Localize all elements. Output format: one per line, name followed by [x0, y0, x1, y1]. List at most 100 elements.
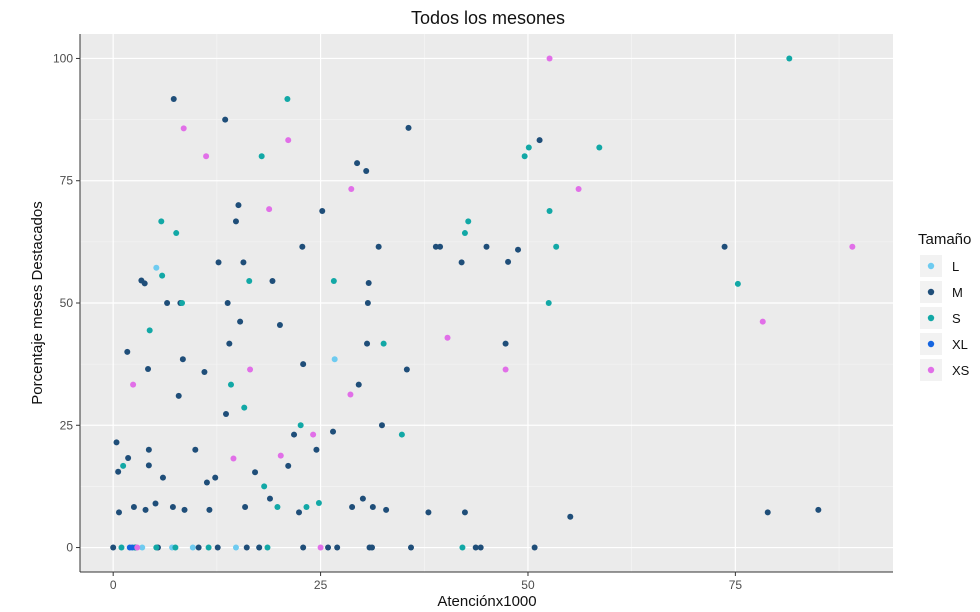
- point-m: [266, 495, 273, 502]
- point-s: [179, 300, 186, 306]
- point-m: [195, 544, 202, 551]
- point-m: [113, 439, 120, 446]
- point-m: [141, 280, 148, 287]
- point-m: [215, 259, 222, 266]
- point-s: [246, 277, 253, 284]
- point-s: [274, 503, 281, 510]
- point-s: [146, 327, 153, 334]
- point-xs: [347, 391, 354, 398]
- legend-marker-xl: [927, 340, 935, 348]
- point-s: [465, 218, 472, 225]
- point-s: [258, 153, 265, 160]
- point-l: [232, 544, 239, 551]
- y-tick-label: 75: [60, 174, 74, 188]
- point-m: [170, 96, 177, 103]
- point-s: [380, 340, 387, 347]
- point-m: [145, 446, 152, 453]
- y-axis-title: Porcentaje meses Destacados: [29, 201, 46, 404]
- point-s: [205, 544, 212, 551]
- point-xs: [849, 243, 856, 250]
- point-m: [334, 544, 341, 551]
- point-l: [139, 544, 146, 551]
- x-axis-ticks: 0 25 50 75: [110, 572, 743, 592]
- point-s: [227, 381, 234, 388]
- point-m: [515, 246, 522, 253]
- point-m: [214, 544, 221, 551]
- point-s: [461, 230, 468, 237]
- point-xs: [759, 318, 766, 325]
- point-m: [145, 366, 152, 373]
- point-m: [296, 509, 303, 516]
- point-m: [159, 474, 166, 481]
- point-m: [432, 243, 439, 250]
- point-m: [142, 506, 149, 513]
- point-m: [145, 462, 152, 469]
- point-s: [159, 272, 166, 279]
- point-s: [596, 144, 603, 151]
- point-m: [203, 479, 210, 486]
- point-s: [297, 422, 304, 429]
- point-m: [224, 300, 231, 306]
- legend-marker-xs: [927, 366, 935, 374]
- point-m: [291, 431, 298, 438]
- y-axis-ticks: 0 25 50 75 100: [53, 51, 80, 555]
- point-xs: [203, 153, 210, 160]
- point-m: [299, 243, 306, 250]
- point-m: [354, 160, 361, 167]
- point-m: [125, 455, 132, 462]
- point-m: [405, 124, 412, 131]
- x-tick-label: 75: [729, 578, 743, 592]
- point-m: [223, 411, 230, 418]
- point-xs: [180, 125, 187, 132]
- point-xs: [310, 431, 317, 438]
- point-xl: [129, 544, 136, 551]
- point-m: [483, 243, 490, 250]
- point-m: [502, 340, 509, 347]
- point-xs: [317, 544, 324, 551]
- legend-label-xl: XL: [952, 337, 968, 352]
- point-s: [459, 544, 466, 551]
- point-m: [458, 259, 465, 266]
- point-m: [124, 348, 131, 355]
- point-m: [364, 300, 371, 306]
- point-s: [525, 144, 532, 151]
- point-m: [408, 544, 415, 551]
- point-m: [300, 361, 307, 368]
- point-m: [192, 446, 199, 453]
- legend-label-xs: XS: [952, 363, 970, 378]
- point-xs: [502, 366, 509, 373]
- point-s: [330, 277, 337, 284]
- point-m: [764, 509, 771, 516]
- point-m: [425, 509, 432, 516]
- point-m: [365, 279, 372, 286]
- point-xs: [285, 137, 292, 144]
- point-m: [359, 495, 366, 502]
- legend-marker-s: [927, 314, 935, 322]
- point-m: [363, 167, 370, 174]
- point-xs: [546, 55, 553, 62]
- point-s: [264, 544, 271, 551]
- point-m: [355, 381, 362, 388]
- y-tick-label: 25: [60, 418, 74, 432]
- point-s: [553, 243, 560, 250]
- x-tick-label: 50: [521, 578, 535, 592]
- point-m: [319, 208, 326, 215]
- point-m: [437, 243, 444, 250]
- point-m: [477, 544, 484, 551]
- point-m: [164, 300, 171, 306]
- point-s: [241, 404, 248, 411]
- point-s: [398, 431, 405, 438]
- point-m: [369, 503, 376, 510]
- point-m: [232, 218, 239, 225]
- point-m: [721, 243, 728, 250]
- point-m: [237, 318, 244, 325]
- legend-label-m: M: [952, 285, 963, 300]
- point-m: [130, 503, 137, 510]
- point-m: [269, 277, 276, 284]
- point-m: [325, 544, 332, 551]
- point-m: [169, 503, 176, 510]
- point-m: [115, 509, 122, 516]
- point-m: [175, 392, 182, 399]
- point-s: [734, 280, 741, 287]
